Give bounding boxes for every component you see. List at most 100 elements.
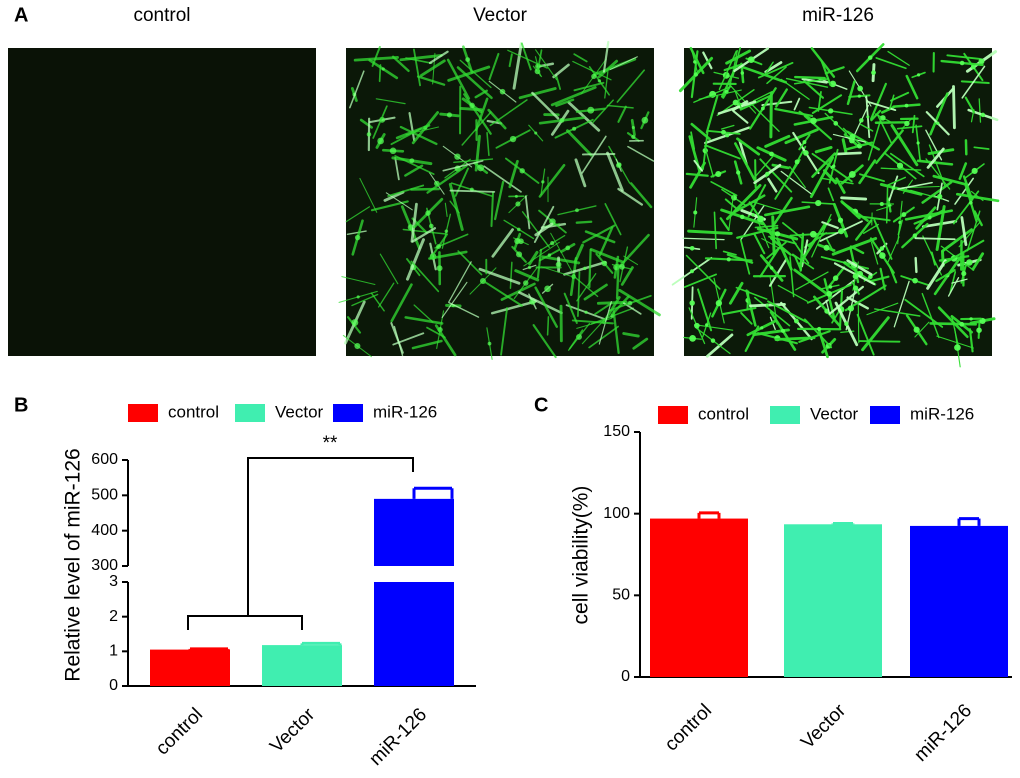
legend-swatch [128,404,158,422]
cell [426,164,468,194]
cell [960,80,990,85]
x-tick-label: control [661,700,716,755]
cell [575,220,593,224]
cell [887,50,910,66]
cell [809,156,834,199]
cell [973,146,990,150]
cell [512,41,523,90]
cell [760,106,765,111]
cell [597,79,602,83]
cell [946,54,981,60]
cell [694,322,700,329]
cell [359,177,378,213]
cell [799,232,805,272]
cell [609,56,638,70]
cell [789,256,795,298]
cell [810,117,817,125]
cell [454,153,461,160]
cell [514,269,540,282]
cell [534,131,538,135]
cell [828,285,833,289]
cell [821,221,839,230]
cell [632,337,649,350]
cell [377,137,384,145]
cell [381,67,385,71]
cell [411,339,443,350]
cell [803,115,833,141]
cell [848,171,856,178]
cell [409,158,415,164]
cell [555,98,575,108]
cell [911,114,916,134]
cell [413,48,421,87]
cell [520,42,532,71]
cell [405,238,425,281]
cell [729,84,757,114]
cell [955,192,1000,203]
cell [379,253,399,285]
cell [827,187,835,202]
cell [803,318,833,349]
cell [602,40,610,73]
cell [390,127,422,146]
cell [725,133,730,138]
cell [474,89,488,99]
cell [453,158,494,164]
cell [833,121,839,126]
cell [351,319,359,327]
cell [858,159,877,185]
cell [463,93,492,135]
cell [616,162,622,168]
cell [483,280,523,307]
cell [550,232,573,273]
cell [550,241,555,246]
cell [896,162,904,169]
cell [527,265,532,270]
cell [879,267,886,291]
cell [552,63,570,79]
cell [736,137,761,156]
cell [866,100,897,112]
cell [880,105,896,114]
cell [733,194,766,213]
cell [444,202,448,217]
cell [891,186,896,190]
cell [971,252,985,271]
cell [523,241,560,267]
cell [722,250,737,256]
cell [568,329,584,350]
cell [879,246,885,251]
cell [489,99,528,127]
cell [978,58,985,65]
cell [410,260,440,293]
cell [870,241,879,265]
cell [555,73,562,90]
cell [447,65,491,82]
cell [793,78,829,85]
cell [888,94,895,111]
image-title: Vector [473,5,528,26]
cell [739,239,751,275]
cell [559,117,565,123]
legend-swatch [770,406,800,424]
cell [740,205,765,241]
cell [411,227,437,243]
cell [734,90,742,109]
cell [852,273,859,280]
cell [844,321,849,327]
cell [509,135,517,143]
cell [528,250,539,266]
cell [387,184,425,197]
cell [575,208,579,213]
cell [493,180,505,221]
cell [825,299,831,314]
cell [823,244,830,251]
cell [448,261,472,303]
cell [425,210,431,216]
cell [935,121,940,125]
cell [799,223,826,265]
cell [432,52,436,85]
cell [886,236,900,265]
cell [821,177,854,185]
